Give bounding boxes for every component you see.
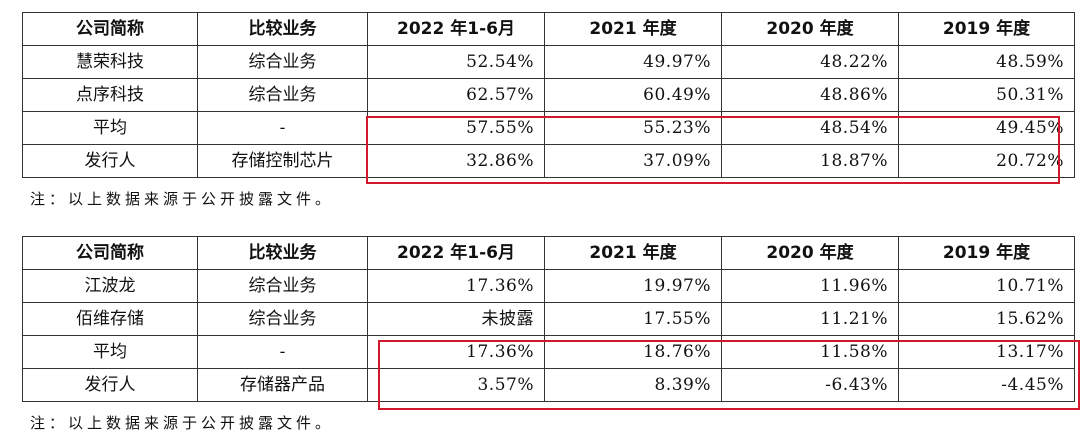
value-cell: 48.86% xyxy=(721,78,899,112)
value-cell: 11.58% xyxy=(721,335,899,369)
value-cell: 60.49% xyxy=(544,78,722,112)
company-cell: 平均 xyxy=(22,111,198,145)
header-cell: 2022 年1-6月 xyxy=(367,12,545,46)
company-cell: 点序科技 xyxy=(22,78,198,112)
value-cell: 10.71% xyxy=(898,269,1075,303)
company-cell: 江波龙 xyxy=(22,269,198,303)
value-cell: 未披露 xyxy=(367,302,545,336)
value-cell: -6.43% xyxy=(721,368,899,402)
business-cell: 存储器产品 xyxy=(197,368,368,402)
value-cell: 17.55% xyxy=(544,302,722,336)
value-cell: 18.87% xyxy=(721,144,899,178)
company-cell: 发行人 xyxy=(22,144,198,178)
value-cell: 50.31% xyxy=(898,78,1075,112)
value-cell: 49.97% xyxy=(544,45,722,79)
header-cell: 比较业务 xyxy=(197,236,368,270)
header-cell: 2019 年度 xyxy=(898,12,1075,46)
table-row: 慧荣科技 综合业务 52.54% 49.97% 48.22% 48.59% xyxy=(22,45,1075,79)
business-cell: 综合业务 xyxy=(197,269,368,303)
value-cell: 48.54% xyxy=(721,111,899,145)
value-cell: 18.76% xyxy=(544,335,722,369)
company-cell: 慧荣科技 xyxy=(22,45,198,79)
table-header-row: 公司简称 比较业务 2022 年1-6月 2021 年度 2020 年度 201… xyxy=(22,12,1075,46)
value-cell: 49.45% xyxy=(898,111,1075,145)
header-cell: 2022 年1-6月 xyxy=(367,236,545,270)
value-cell: 17.36% xyxy=(367,335,545,369)
header-cell: 2021 年度 xyxy=(544,12,722,46)
value-cell: 8.39% xyxy=(544,368,722,402)
table-header-row: 公司简称 比较业务 2022 年1-6月 2021 年度 2020 年度 201… xyxy=(22,236,1075,270)
business-cell: - xyxy=(197,111,368,145)
comparison-table-1: 公司简称 比较业务 2022 年1-6月 2021 年度 2020 年度 201… xyxy=(22,12,1075,178)
value-cell: 57.55% xyxy=(367,111,545,145)
value-cell: 17.36% xyxy=(367,269,545,303)
table-row: 发行人 存储器产品 3.57% 8.39% -6.43% -4.45% xyxy=(22,368,1075,402)
header-cell: 2020 年度 xyxy=(721,12,899,46)
value-cell: 48.22% xyxy=(721,45,899,79)
company-cell: 佰维存储 xyxy=(22,302,198,336)
business-cell: 综合业务 xyxy=(197,45,368,79)
value-cell: 11.96% xyxy=(721,269,899,303)
source-note: 注：以上数据来源于公开披露文件。 xyxy=(30,414,335,432)
value-cell: -4.45% xyxy=(898,368,1075,402)
table-row: 点序科技 综合业务 62.57% 60.49% 48.86% 50.31% xyxy=(22,78,1075,112)
business-cell: - xyxy=(197,335,368,369)
company-cell: 平均 xyxy=(22,335,198,369)
header-cell: 2021 年度 xyxy=(544,236,722,270)
header-cell: 2020 年度 xyxy=(721,236,899,270)
value-cell: 3.57% xyxy=(367,368,545,402)
business-cell: 综合业务 xyxy=(197,78,368,112)
value-cell: 11.21% xyxy=(721,302,899,336)
value-cell: 13.17% xyxy=(898,335,1075,369)
value-cell: 15.62% xyxy=(898,302,1075,336)
table-row: 平均 - 17.36% 18.76% 11.58% 13.17% xyxy=(22,335,1075,369)
value-cell: 52.54% xyxy=(367,45,545,79)
value-cell: 62.57% xyxy=(367,78,545,112)
source-note: 注：以上数据来源于公开披露文件。 xyxy=(30,190,335,208)
value-cell: 20.72% xyxy=(898,144,1075,178)
value-cell: 48.59% xyxy=(898,45,1075,79)
value-cell: 32.86% xyxy=(367,144,545,178)
table-row: 佰维存储 综合业务 未披露 17.55% 11.21% 15.62% xyxy=(22,302,1075,336)
company-cell: 发行人 xyxy=(22,368,198,402)
header-cell: 比较业务 xyxy=(197,12,368,46)
header-cell: 公司简称 xyxy=(22,236,198,270)
table-row: 发行人 存储控制芯片 32.86% 37.09% 18.87% 20.72% xyxy=(22,144,1075,178)
table-row: 平均 - 57.55% 55.23% 48.54% 49.45% xyxy=(22,111,1075,145)
value-cell: 37.09% xyxy=(544,144,722,178)
value-cell: 55.23% xyxy=(544,111,722,145)
business-cell: 存储控制芯片 xyxy=(197,144,368,178)
header-cell: 2019 年度 xyxy=(898,236,1075,270)
header-cell: 公司简称 xyxy=(22,12,198,46)
business-cell: 综合业务 xyxy=(197,302,368,336)
table-row: 江波龙 综合业务 17.36% 19.97% 11.96% 10.71% xyxy=(22,269,1075,303)
comparison-table-2: 公司简称 比较业务 2022 年1-6月 2021 年度 2020 年度 201… xyxy=(22,236,1075,402)
value-cell: 19.97% xyxy=(544,269,722,303)
